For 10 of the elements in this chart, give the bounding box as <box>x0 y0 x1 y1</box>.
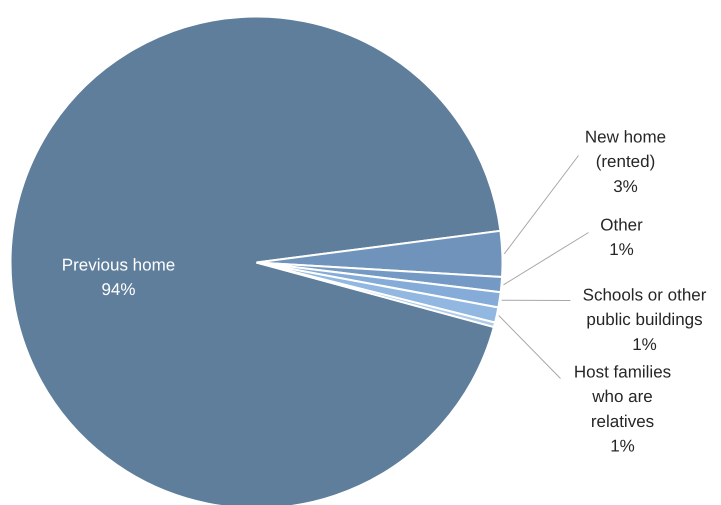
slice-label: Schools or other public buildings <box>582 286 707 330</box>
slice-label: New home (rented) <box>584 128 666 172</box>
slice-label: Other <box>600 216 644 234</box>
data-label: 94% <box>101 280 136 300</box>
data-label: 1% <box>632 334 657 354</box>
data-label: 1% <box>609 240 634 260</box>
slice-label: Host families who are relatives <box>574 362 672 431</box>
slice-label: Previous home <box>62 256 176 274</box>
data-label: 3% <box>613 176 638 196</box>
data-label: 1% <box>610 436 635 456</box>
